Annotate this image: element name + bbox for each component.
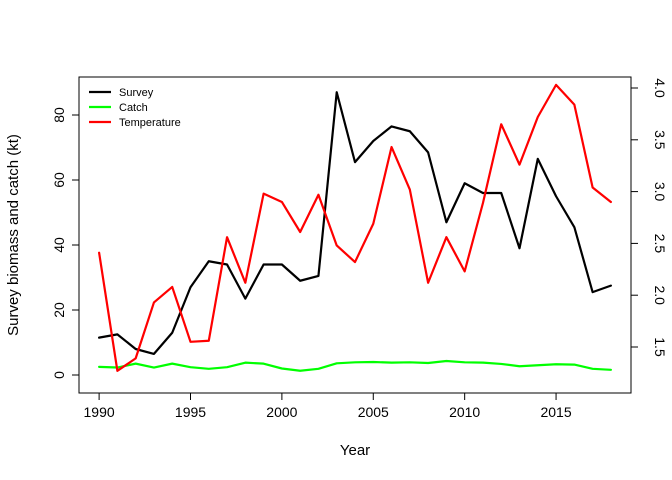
y-tick-label: 40 [51,237,67,253]
x-axis-title: Year [340,442,370,459]
series-layer [98,83,612,372]
y-tick-label: 80 [51,107,67,123]
y-axis-title: Survey biomass and catch (kt) [5,134,22,336]
legend-label-catch: Catch [119,102,148,114]
y-tick-label: 0 [51,371,67,379]
series-line-temperature [98,83,612,372]
x-tick-label: 1990 [84,404,115,420]
y-tick-label: 20 [51,302,67,318]
x-tick-label: 2015 [540,404,571,420]
x-tick-label: 1995 [175,404,206,420]
series-line-survey [98,91,612,355]
y2-tick-label: 3.5 [652,130,668,150]
y2-tick-label: 2.0 [652,285,668,305]
x-tick-label: 2005 [358,404,389,420]
legend-label-survey: Survey [119,87,154,99]
legend: Survey Catch Temperature [89,87,181,129]
x-tick-label: 2010 [449,404,480,420]
y-tick-label: 60 [51,172,67,188]
y2-tick-label: 4.0 [652,78,668,98]
axes-layer: 1990 1995 2000 2005 2010 2015 0 20 40 60 80 1.5 2.0 2… [51,78,668,420]
y2-tick-label: 2.5 [652,234,668,254]
y2-tick-label: 1.5 [652,337,668,357]
legend-label-temperature: Temperature [119,117,181,129]
series-line-catch [98,359,612,372]
y2-tick-label: 3.0 [652,182,668,202]
x-tick-label: 2000 [266,404,297,420]
